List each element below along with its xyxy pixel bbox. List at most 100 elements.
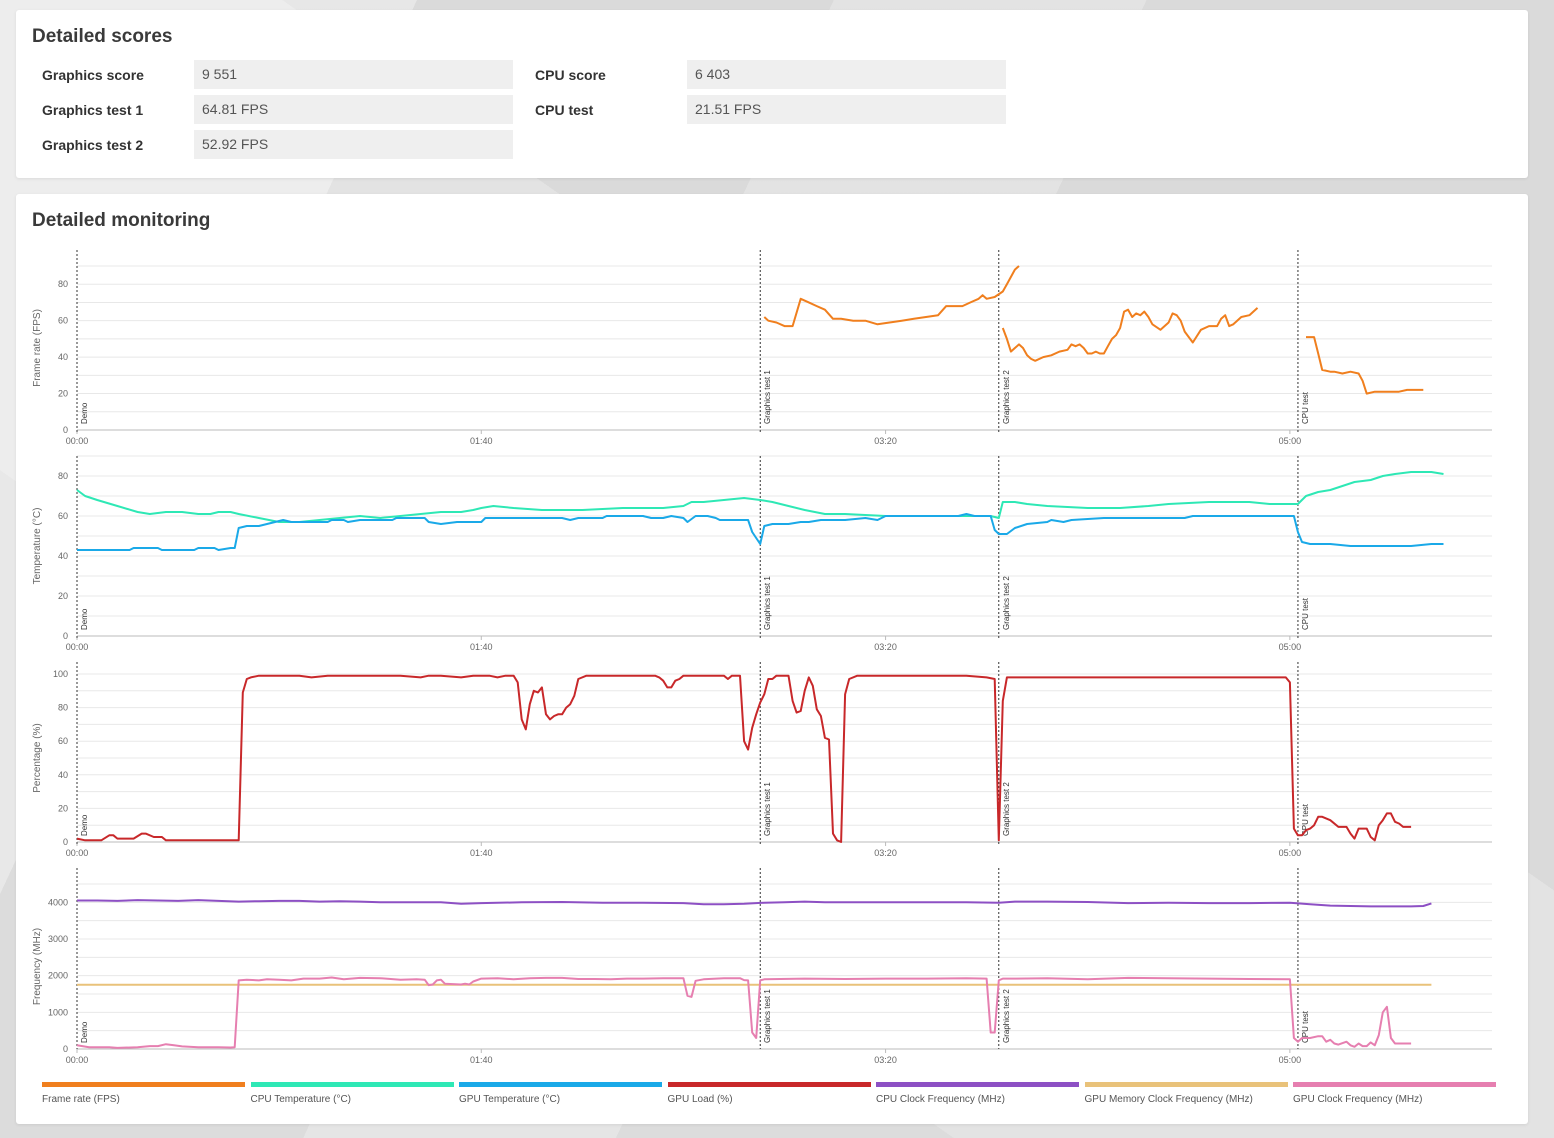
- x-tick-label: 01:40: [470, 1055, 493, 1065]
- test-marker-label: Graphics test 2: [1002, 370, 1011, 424]
- y-tick-label: 2000: [48, 971, 68, 981]
- series-line: [76, 674, 1412, 843]
- y-tick-label: 60: [58, 736, 68, 746]
- x-tick-label: 05:00: [1279, 848, 1302, 858]
- cpu-test-row: CPU test 21.51 FPS: [525, 95, 1006, 124]
- y-axis-label: Frame rate (FPS): [32, 309, 43, 387]
- test-marker-label: Demo: [80, 1021, 89, 1043]
- x-tick-label: 00:00: [66, 848, 89, 858]
- x-tick-label: 00:00: [66, 642, 89, 652]
- x-tick-label: 01:40: [470, 642, 493, 652]
- legend-label: GPU Memory Clock Frequency (MHz): [1084, 1094, 1253, 1105]
- x-tick-label: 05:00: [1279, 436, 1302, 446]
- y-tick-label: 20: [58, 803, 68, 813]
- monitoring-charts: 0 20 40 60 80 00:00 01:40 03:20 05:00 Frame rate …: [32, 250, 1492, 1065]
- y-tick-label: 80: [58, 703, 68, 713]
- legend-label: Frame rate (FPS): [42, 1094, 120, 1105]
- x-tick-label: 00:00: [66, 436, 89, 446]
- legend-label: GPU Clock Frequency (MHz): [1293, 1094, 1423, 1105]
- test-marker-label: CPU test: [1301, 803, 1310, 836]
- legend-color-bar: [667, 1082, 871, 1087]
- test-marker-label: Graphics test 2: [1002, 782, 1011, 836]
- legend-color-bar: [42, 1082, 245, 1087]
- graphics-test-1-label: Graphics test 1: [42, 101, 144, 118]
- legend-item[interactable]: GPU Memory Clock Frequency (MHz): [1084, 1082, 1288, 1105]
- graphics-test-1-value: 64.81 FPS: [194, 95, 513, 124]
- y-tick-label: 0: [63, 425, 68, 435]
- cpu-test-value: 21.51 FPS: [687, 95, 1006, 124]
- x-tick-label: 03:20: [874, 848, 897, 858]
- test-marker-label: CPU test: [1301, 597, 1310, 630]
- x-tick-label: 01:40: [470, 848, 493, 858]
- x-tick-label: 05:00: [1279, 642, 1302, 652]
- graphics-test-2-value: 52.92 FPS: [194, 130, 513, 159]
- legend-item[interactable]: GPU Temperature (°C): [459, 1082, 662, 1105]
- x-tick-label: 01:40: [470, 436, 493, 446]
- series-line: [77, 899, 1432, 908]
- test-marker-label: Demo: [80, 814, 89, 836]
- y-tick-label: 0: [63, 1044, 68, 1054]
- graphics-score-row: Graphics score 9 551: [32, 60, 513, 89]
- y-tick-label: 20: [58, 389, 68, 399]
- test-marker-label: Graphics test 2: [1002, 989, 1011, 1043]
- y-tick-label: 1000: [48, 1007, 68, 1017]
- cpu-score-label: CPU score: [535, 66, 606, 83]
- series-line: [77, 513, 1444, 551]
- y-tick-label: 4000: [48, 897, 68, 907]
- test-marker-label: Graphics test 2: [1002, 576, 1011, 630]
- detailed-monitoring-title: Detailed monitoring: [32, 210, 211, 231]
- legend-item[interactable]: CPU Temperature (°C): [250, 1082, 454, 1105]
- series-line: [76, 976, 1412, 1049]
- graphics-test-2-row: Graphics test 2 52.92 FPS: [32, 130, 513, 159]
- test-marker-label: Graphics test 1: [763, 782, 772, 836]
- legend-color-bar: [1293, 1082, 1496, 1087]
- x-tick-label: 03:20: [874, 642, 897, 652]
- detailed-scores-title: Detailed scores: [32, 26, 173, 47]
- legend-label: GPU Temperature (°C): [459, 1094, 561, 1105]
- cpu-score-value: 6 403: [687, 60, 1006, 89]
- y-tick-label: 60: [58, 316, 68, 326]
- legend-item[interactable]: GPU Clock Frequency (MHz): [1293, 1082, 1496, 1105]
- y-tick-label: 3000: [48, 934, 68, 944]
- y-tick-label: 100: [53, 669, 68, 679]
- legend-color-bar: [250, 1082, 454, 1087]
- x-tick-label: 03:20: [874, 1055, 897, 1065]
- x-tick-label: 05:00: [1279, 1055, 1302, 1065]
- legend-item[interactable]: Frame rate (FPS): [42, 1082, 245, 1105]
- graphics-test-2-label: Graphics test 2: [42, 136, 144, 153]
- y-axis-label: Percentage (%): [32, 723, 43, 792]
- legend-label: CPU Temperature (°C): [250, 1094, 352, 1105]
- y-axis-label: Temperature (°C): [32, 508, 43, 585]
- test-marker-label: CPU test: [1301, 391, 1310, 424]
- cpu-test-label: CPU test: [535, 101, 594, 118]
- chart-legend: Frame rate (FPS) CPU Temperature (°C) GPU …: [42, 1082, 1502, 1112]
- y-tick-label: 40: [58, 770, 68, 780]
- y-tick-label: 80: [58, 279, 68, 289]
- graphics-test-1-row: Graphics test 1 64.81 FPS: [32, 95, 513, 124]
- y-tick-label: 0: [63, 631, 68, 641]
- y-tick-label: 20: [58, 591, 68, 601]
- test-marker-label: Graphics test 1: [763, 989, 772, 1043]
- graphics-score-value: 9 551: [194, 60, 513, 89]
- detailed-monitoring-panel: Detailed monitoring 0 20 40 60 80 00:00 01:40 0…: [16, 194, 1528, 1124]
- y-tick-label: 80: [58, 471, 68, 481]
- legend-item[interactable]: CPU Clock Frequency (MHz): [876, 1082, 1079, 1105]
- graphics-score-label: Graphics score: [42, 66, 144, 83]
- x-tick-label: 03:20: [874, 436, 897, 446]
- y-tick-label: 40: [58, 551, 68, 561]
- y-tick-label: 40: [58, 352, 68, 362]
- test-marker-label: CPU test: [1301, 1010, 1310, 1043]
- series-line: [76, 471, 1444, 523]
- legend-color-bar: [1084, 1082, 1288, 1087]
- legend-color-bar: [459, 1082, 662, 1087]
- legend-label: CPU Clock Frequency (MHz): [876, 1094, 1005, 1105]
- y-tick-label: 60: [58, 511, 68, 521]
- legend-item[interactable]: GPU Load (%): [667, 1082, 871, 1105]
- legend-label: GPU Load (%): [667, 1094, 733, 1105]
- detailed-scores-panel: Detailed scores Graphics score 9 551 Gra…: [16, 10, 1528, 178]
- cpu-score-row: CPU score 6 403: [525, 60, 1006, 89]
- test-marker-label: Graphics test 1: [763, 576, 772, 630]
- x-tick-label: 00:00: [66, 1055, 89, 1065]
- legend-color-bar: [876, 1082, 1079, 1087]
- test-marker-label: Demo: [80, 608, 89, 630]
